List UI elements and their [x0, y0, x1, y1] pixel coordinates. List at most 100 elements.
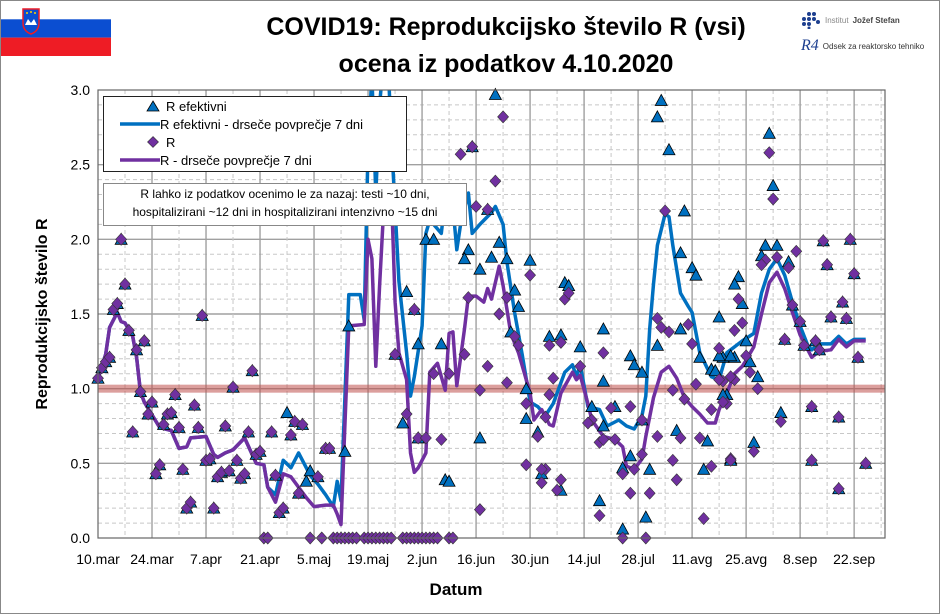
- chart-title-line1: COVID19: Reprodukcijsko število R (vsi): [266, 13, 746, 41]
- r-point: [643, 486, 656, 500]
- r-point: [169, 388, 182, 402]
- x-tick-label: 24.mar: [130, 551, 174, 567]
- r-point: [844, 232, 857, 246]
- r-point: [420, 431, 432, 445]
- y-tick-label: 0.5: [71, 455, 91, 471]
- r-point: [512, 338, 525, 352]
- y-tick-label: 3.0: [71, 82, 91, 98]
- r-point: [744, 365, 756, 379]
- x-tick-label: 5.maj: [297, 551, 331, 567]
- purple-line-icon: [120, 158, 160, 162]
- r-point: [794, 315, 807, 328]
- r-eff-point: [708, 363, 722, 377]
- r-point: [651, 430, 664, 443]
- note-line1: R lahko iz podatkov ocenimo le za nazaj:…: [140, 187, 430, 201]
- x-tick-label: 10.mar: [76, 551, 120, 567]
- r-eff-point: [650, 338, 665, 351]
- r-point: [103, 350, 116, 364]
- r-eff-point: [484, 250, 499, 263]
- r-point: [751, 382, 764, 396]
- r-point: [134, 385, 147, 399]
- r-point: [481, 359, 494, 373]
- r-point: [767, 192, 780, 206]
- r-point: [713, 373, 726, 387]
- r-eff-point: [461, 242, 476, 256]
- r-eff-point: [724, 348, 738, 362]
- r-point: [755, 258, 768, 272]
- r-point: [400, 407, 413, 421]
- x-axis-ticks: 10.mar 24.mar 7.apr 21.apr 5.maj 19.maj 2.jun 1…: [76, 551, 875, 567]
- r-point: [146, 395, 158, 409]
- chart-title-line2: ocena iz podatkov 4.10.2020: [338, 50, 674, 78]
- x-tick-label: 7.apr: [190, 551, 222, 567]
- r-eff-point: [700, 434, 715, 447]
- r-point: [705, 459, 718, 473]
- y-tick-label: 2.5: [71, 157, 91, 173]
- r-eff-point: [280, 405, 294, 418]
- r-point: [284, 428, 297, 442]
- r-point: [246, 364, 259, 378]
- r-point: [747, 444, 760, 458]
- r-eff-point: [596, 419, 611, 432]
- r-point: [809, 334, 822, 348]
- r-point: [153, 458, 166, 472]
- r-eff-point: [596, 374, 611, 387]
- r-eff-point: [426, 232, 441, 245]
- r-point: [763, 146, 776, 160]
- plot-area-border: [97, 89, 886, 539]
- r-point: [705, 403, 718, 417]
- r-eff-point: [639, 510, 653, 523]
- r-eff-point: [693, 350, 707, 363]
- r-point: [119, 277, 131, 291]
- r-eff-point: [396, 416, 410, 429]
- r-eff-point: [585, 399, 599, 412]
- r-eff-point: [662, 142, 676, 156]
- r-point: [493, 307, 506, 321]
- r-point: [740, 349, 753, 363]
- r-point: [323, 441, 336, 455]
- r-eff-point: [411, 337, 425, 350]
- r-point: [111, 297, 124, 310]
- legend-label: R - drseče povprečje 7 dni: [160, 152, 312, 168]
- r-point: [547, 371, 560, 385]
- r-point: [832, 482, 845, 496]
- r-point: [609, 432, 621, 446]
- r-point: [574, 359, 587, 373]
- r4-logo-text: Odsek za reaktorsko tehniko: [822, 41, 925, 51]
- x-tick-label: 19.maj: [347, 551, 389, 567]
- r-eff-point: [673, 245, 688, 259]
- y-tick-label: 1.0: [71, 381, 91, 397]
- r-point: [173, 421, 185, 434]
- r-point: [821, 258, 834, 272]
- r-point: [520, 397, 533, 411]
- r-point: [176, 462, 189, 476]
- r-eff-point: [592, 493, 607, 507]
- r-point: [408, 303, 421, 316]
- legend-item-r: R: [104, 133, 406, 151]
- r-point: [582, 416, 594, 430]
- r-point: [389, 347, 401, 361]
- r-eff-point: [473, 431, 487, 444]
- r-eff-point: [399, 284, 414, 298]
- r-point: [196, 309, 209, 322]
- r-eff-point: [635, 365, 649, 378]
- r-point: [693, 431, 706, 445]
- r-point: [663, 325, 675, 339]
- r-point: [458, 347, 471, 361]
- r-point: [651, 312, 664, 325]
- r-point: [786, 298, 799, 312]
- r-eff-point: [488, 87, 503, 100]
- r-point: [832, 410, 845, 424]
- r-eff-point: [697, 462, 711, 475]
- r-point: [531, 430, 544, 443]
- r-eff-point: [650, 110, 665, 123]
- r-point: [682, 318, 695, 331]
- r-point: [713, 341, 726, 355]
- r-point: [543, 338, 556, 352]
- x-tick-label: 2.jun: [407, 551, 437, 567]
- r-point: [690, 377, 702, 391]
- r-point: [551, 483, 563, 497]
- r-eff-point: [712, 348, 726, 362]
- r-point: [466, 140, 479, 154]
- ijs-logo: Institut Jožef Stefan: [801, 7, 939, 33]
